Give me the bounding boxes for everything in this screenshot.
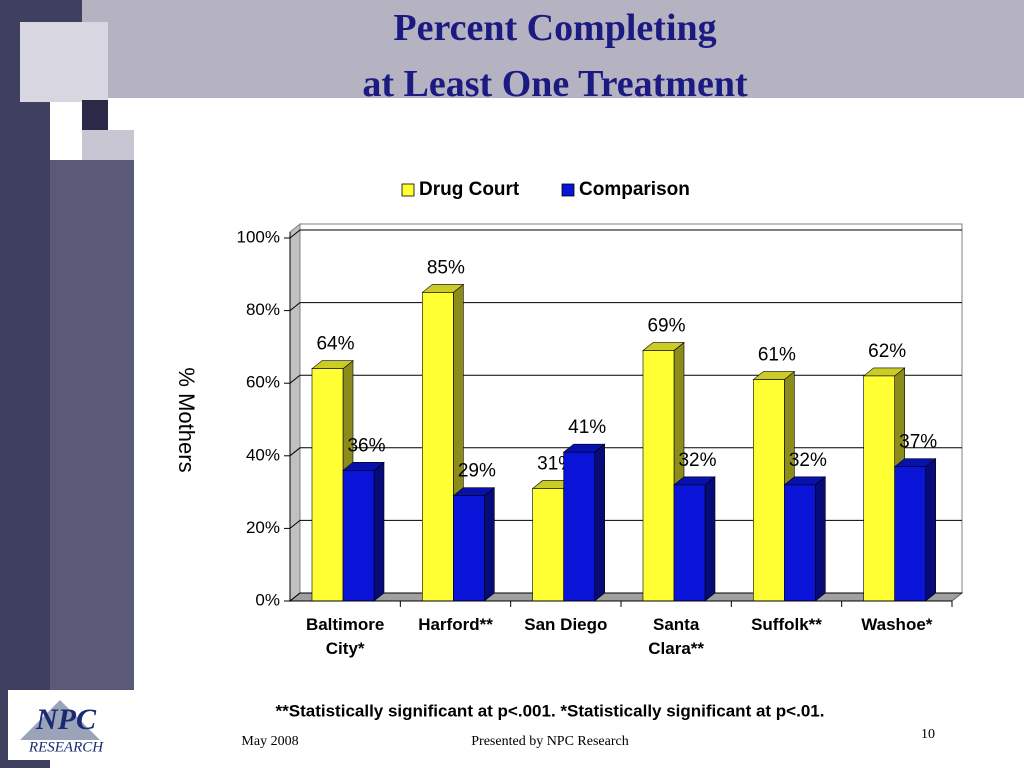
deco-square <box>82 100 108 130</box>
grid-line <box>289 229 962 239</box>
bar <box>753 379 785 602</box>
floor <box>288 592 964 602</box>
value-label: 85% <box>427 257 465 278</box>
x-tick-label: Harford** <box>418 615 493 634</box>
bar <box>422 292 454 602</box>
back-wall <box>299 223 963 594</box>
footer-date: May 2008 <box>241 734 298 749</box>
grid-line <box>289 302 962 311</box>
legend-swatch <box>401 183 415 197</box>
bar <box>673 484 706 602</box>
page-number: 10 <box>921 727 935 742</box>
bar-side <box>484 487 495 602</box>
grid-line <box>289 447 962 457</box>
bar <box>642 350 675 602</box>
deco-square <box>82 130 134 160</box>
x-tick-label: Baltimore City* <box>305 615 385 658</box>
y-tick-label: 0% <box>255 590 280 609</box>
bar-side <box>373 461 385 602</box>
legend-swatch <box>561 183 575 197</box>
legend-label: Drug Court <box>419 179 520 200</box>
bar-side <box>704 476 716 602</box>
x-tick-label: San Diego <box>524 615 608 634</box>
value-label: 41% <box>568 417 606 438</box>
value-label: 36% <box>347 435 385 456</box>
y-tick-label: 40% <box>246 445 280 464</box>
grid-line <box>289 592 962 602</box>
value-label: 37% <box>899 432 937 453</box>
bar <box>863 375 895 602</box>
logo-name: NPC <box>35 703 97 736</box>
x-tick-label: Santa Clara** <box>648 615 705 658</box>
deco-square <box>20 22 108 102</box>
y-axis-label: % Mothers <box>174 367 199 472</box>
value-label: 61% <box>758 345 796 366</box>
logo-mountain <box>20 700 100 740</box>
side-wall <box>289 222 301 603</box>
bar <box>342 470 375 602</box>
bar <box>784 484 816 602</box>
value-label: 64% <box>316 334 354 355</box>
bar <box>532 488 564 602</box>
grid-line <box>289 519 962 529</box>
y-tick-label: 80% <box>246 300 280 319</box>
title: Percent Completing <box>393 7 717 49</box>
bar-side <box>925 458 936 602</box>
footnote: **Statistically significant at p<.001. *… <box>276 701 825 720</box>
bar-side <box>815 476 826 602</box>
value-label: 69% <box>647 316 685 337</box>
title: at Least One Treatment <box>362 63 748 105</box>
bar <box>453 495 485 602</box>
left-shadow <box>50 160 134 690</box>
y-tick-label: 20% <box>246 518 280 537</box>
bar <box>311 368 344 602</box>
grid-line <box>289 374 962 384</box>
bar <box>894 466 926 602</box>
value-label: 29% <box>458 461 496 482</box>
bar-side <box>594 443 605 602</box>
y-tick-label: 100% <box>237 227 280 246</box>
top-band <box>82 0 1024 98</box>
left-band <box>0 98 50 768</box>
bar <box>563 451 595 602</box>
value-label: 32% <box>678 450 716 471</box>
logo-sub: RESEARCH <box>28 739 104 755</box>
y-tick-label: 60% <box>246 373 280 392</box>
x-tick-label: Washoe* <box>861 615 933 634</box>
value-label: 32% <box>789 450 827 471</box>
value-label: 62% <box>868 341 906 362</box>
x-tick-label: Suffolk** <box>751 615 822 634</box>
legend-label: Comparison <box>579 179 690 200</box>
footer-presenter: Presented by NPC Research <box>471 734 628 749</box>
